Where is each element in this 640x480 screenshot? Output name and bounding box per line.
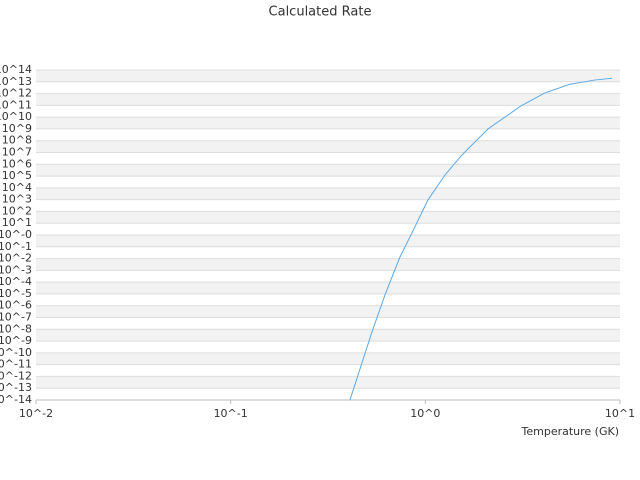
y-tick-label: 10^11 — [0, 98, 32, 111]
x-axis-label: Temperature (GK) — [521, 425, 620, 438]
grid-band — [36, 70, 620, 82]
y-tick-label: 10^-3 — [0, 263, 32, 276]
y-tick-label: 10^6 — [2, 157, 32, 170]
y-tick-label: 10^-13 — [0, 381, 32, 394]
y-tick-label: 10^-7 — [0, 311, 32, 324]
y-tick-label: 10^5 — [2, 169, 32, 182]
x-tick-label: 10^-2 — [19, 407, 53, 420]
y-tick-label: 10^-6 — [0, 299, 32, 312]
grid-band — [36, 352, 620, 365]
x-tick-label: 10^1 — [605, 407, 635, 420]
y-tick-label: 10^-2 — [0, 252, 32, 265]
grid-band — [36, 164, 620, 177]
y-tick-label: 10^-10 — [0, 346, 32, 359]
grid-band — [36, 93, 620, 106]
grid-band — [36, 211, 620, 224]
y-tick-label: 10^13 — [0, 75, 32, 88]
grid-band — [36, 376, 620, 389]
y-tick-label: 10^1 — [2, 216, 32, 229]
y-tick-label: 10^-1 — [0, 240, 32, 253]
line-series — [349, 77, 613, 401]
grid-band — [36, 305, 620, 318]
y-tick-label: 10^-8 — [0, 322, 32, 335]
y-tick-label: 10^8 — [2, 134, 32, 147]
y-tick-label: 10^-4 — [0, 275, 32, 288]
x-tick-label: 10^0 — [410, 407, 440, 420]
grid-band — [36, 282, 620, 294]
y-tick-label: 10^3 — [2, 193, 32, 206]
grid-band — [36, 235, 620, 247]
grid-band — [36, 117, 620, 129]
y-tick-label: 10^10 — [0, 110, 32, 123]
y-tick-label: 10^-14 — [0, 393, 32, 406]
y-tick-label: 10^-11 — [0, 358, 32, 371]
y-tick-label: 10^4 — [2, 181, 32, 194]
grid-band — [36, 329, 620, 342]
chart-title: Calculated Rate — [269, 5, 372, 20]
grid-band — [36, 140, 620, 153]
y-tick-label: 10^-9 — [0, 334, 32, 347]
x-tick-label: 10^-1 — [214, 407, 248, 420]
y-tick-label: 10^-12 — [0, 369, 32, 382]
y-tick-label: 10^12 — [0, 87, 32, 100]
grid-band — [36, 258, 620, 271]
y-tick-label: 10^-0 — [0, 228, 32, 241]
y-tick-label: 10^9 — [2, 122, 32, 135]
y-tick-label: 10^2 — [2, 204, 32, 217]
y-tick-label: 10^7 — [2, 146, 32, 159]
grid-band — [36, 187, 620, 200]
y-tick-label: 10^14 — [0, 63, 32, 76]
y-tick-label: 10^-5 — [0, 287, 32, 300]
